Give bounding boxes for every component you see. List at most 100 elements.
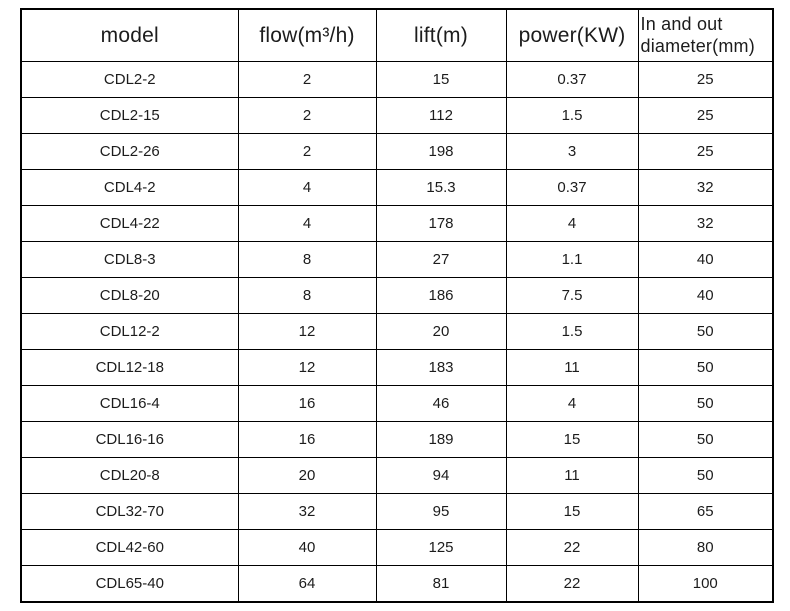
cell-power: 4 (505, 205, 639, 242)
cell-diameter: 65 (637, 493, 774, 530)
cell-model: CDL8-3 (20, 241, 239, 278)
cell-lift: 95 (375, 493, 507, 530)
cell-model: CDL8-20 (20, 277, 239, 314)
column-header-power: power(KW) (505, 8, 639, 62)
cell-lift: 112 (375, 97, 507, 134)
cell-flow: 8 (237, 241, 377, 278)
header-row: model flow(m³/h) lift(m) power(KW) In an… (20, 8, 774, 62)
column-header-flow: flow(m³/h) (237, 8, 377, 62)
cell-lift: 94 (375, 457, 507, 494)
cell-lift: 81 (375, 565, 507, 603)
cell-model: CDL12-2 (20, 313, 239, 350)
table-row: CDL16-4 16 46 4 50 (20, 385, 774, 422)
cell-power: 1.5 (505, 313, 639, 350)
pump-spec-table-container: model flow(m³/h) lift(m) power(KW) In an… (20, 8, 774, 603)
table-row: CDL12-2 12 20 1.5 50 (20, 313, 774, 350)
cell-power: 0.37 (505, 61, 639, 98)
table-row: CDL12-18 12 183 11 50 (20, 349, 774, 386)
table-row: CDL8-20 8 186 7.5 40 (20, 277, 774, 314)
cell-diameter: 40 (637, 241, 774, 278)
cell-power: 4 (505, 385, 639, 422)
cell-diameter: 50 (637, 457, 774, 494)
cell-model: CDL16-16 (20, 421, 239, 458)
cell-flow: 16 (237, 421, 377, 458)
table-row: CDL65-40 64 81 22 100 (20, 565, 774, 603)
table-row: CDL20-8 20 94 11 50 (20, 457, 774, 494)
cell-power: 15 (505, 493, 639, 530)
cell-diameter: 50 (637, 349, 774, 386)
cell-diameter: 25 (637, 133, 774, 170)
table-row: CDL2-2 2 15 0.37 25 (20, 61, 774, 98)
cell-model: CDL2-15 (20, 97, 239, 134)
table-row: CDL16-16 16 189 15 50 (20, 421, 774, 458)
cell-diameter: 25 (637, 97, 774, 134)
table-row: CDL42-60 40 125 22 80 (20, 529, 774, 566)
cell-flow: 64 (237, 565, 377, 603)
table-body: CDL2-2 2 15 0.37 25 CDL2-15 2 112 1.5 25 CDL2-26 2 1… (20, 61, 774, 603)
cell-diameter: 32 (637, 169, 774, 206)
cell-lift: 27 (375, 241, 507, 278)
cell-lift: 125 (375, 529, 507, 566)
cell-flow: 4 (237, 169, 377, 206)
cell-power: 11 (505, 349, 639, 386)
cell-lift: 178 (375, 205, 507, 242)
cell-power: 3 (505, 133, 639, 170)
table-row: CDL32-70 32 95 15 65 (20, 493, 774, 530)
cell-model: CDL4-2 (20, 169, 239, 206)
cell-diameter: 25 (637, 61, 774, 98)
column-header-diameter: In and out diameter(mm) (637, 8, 774, 62)
cell-flow: 20 (237, 457, 377, 494)
cell-model: CDL12-18 (20, 349, 239, 386)
cell-model: CDL32-70 (20, 493, 239, 530)
cell-diameter: 32 (637, 205, 774, 242)
table-row: CDL2-15 2 112 1.5 25 (20, 97, 774, 134)
cell-model: CDL20-8 (20, 457, 239, 494)
table-row: CDL4-22 4 178 4 32 (20, 205, 774, 242)
cell-model: CDL65-40 (20, 565, 239, 603)
cell-power: 11 (505, 457, 639, 494)
cell-power: 22 (505, 529, 639, 566)
cell-power: 22 (505, 565, 639, 603)
cell-flow: 32 (237, 493, 377, 530)
cell-power: 15 (505, 421, 639, 458)
table-row: CDL4-2 4 15.3 0.37 32 (20, 169, 774, 206)
cell-diameter: 50 (637, 421, 774, 458)
cell-flow: 2 (237, 97, 377, 134)
cell-lift: 15 (375, 61, 507, 98)
cell-flow: 16 (237, 385, 377, 422)
cell-flow: 12 (237, 349, 377, 386)
cell-lift: 15.3 (375, 169, 507, 206)
cell-flow: 2 (237, 133, 377, 170)
cell-flow: 40 (237, 529, 377, 566)
cell-power: 1.5 (505, 97, 639, 134)
cell-diameter: 80 (637, 529, 774, 566)
cell-lift: 189 (375, 421, 507, 458)
cell-model: CDL16-4 (20, 385, 239, 422)
cell-lift: 186 (375, 277, 507, 314)
table-header: model flow(m³/h) lift(m) power(KW) In an… (20, 8, 774, 62)
cell-flow: 4 (237, 205, 377, 242)
cell-model: CDL2-2 (20, 61, 239, 98)
cell-diameter: 100 (637, 565, 774, 603)
table-row: CDL2-26 2 198 3 25 (20, 133, 774, 170)
cell-lift: 46 (375, 385, 507, 422)
cell-power: 1.1 (505, 241, 639, 278)
pump-spec-table: model flow(m³/h) lift(m) power(KW) In an… (20, 8, 774, 603)
cell-flow: 8 (237, 277, 377, 314)
cell-lift: 20 (375, 313, 507, 350)
cell-lift: 198 (375, 133, 507, 170)
cell-flow: 12 (237, 313, 377, 350)
cell-diameter: 50 (637, 385, 774, 422)
cell-power: 7.5 (505, 277, 639, 314)
table-row: CDL8-3 8 27 1.1 40 (20, 241, 774, 278)
cell-model: CDL2-26 (20, 133, 239, 170)
column-header-model: model (20, 8, 239, 62)
column-header-lift: lift(m) (375, 8, 507, 62)
cell-diameter: 50 (637, 313, 774, 350)
cell-lift: 183 (375, 349, 507, 386)
cell-power: 0.37 (505, 169, 639, 206)
cell-flow: 2 (237, 61, 377, 98)
cell-diameter: 40 (637, 277, 774, 314)
cell-model: CDL42-60 (20, 529, 239, 566)
cell-model: CDL4-22 (20, 205, 239, 242)
